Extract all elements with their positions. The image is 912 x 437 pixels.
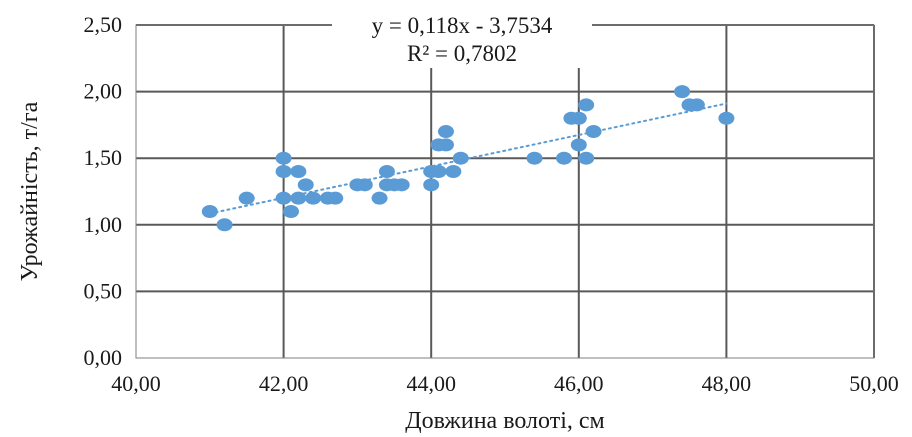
data-point xyxy=(423,178,440,192)
data-point xyxy=(356,178,373,192)
data-point xyxy=(275,165,292,179)
equation-background xyxy=(332,12,592,68)
plot-area-border xyxy=(135,24,875,359)
x-axis-title: Довжина волоті, см xyxy=(405,408,604,434)
y-tick-label: 2,50 xyxy=(84,12,123,37)
data-point xyxy=(452,151,469,165)
data-point xyxy=(290,165,307,179)
x-tick-label: 46,00 xyxy=(554,371,604,396)
data-point xyxy=(216,218,233,232)
data-point xyxy=(290,191,307,205)
x-tick-label: 50,00 xyxy=(849,371,899,396)
grid-lines xyxy=(135,24,875,359)
data-point xyxy=(378,165,395,179)
data-point xyxy=(201,204,218,218)
r-squared-label: R² = 0,7802 xyxy=(407,41,517,66)
x-tick-label: 44,00 xyxy=(406,371,456,396)
data-point xyxy=(297,178,314,192)
data-point xyxy=(585,125,602,139)
data-point xyxy=(570,111,587,125)
x-axis-tick-labels: 40,00 42,00 44,00 46,00 48,00 50,00 xyxy=(111,371,899,396)
data-point xyxy=(282,204,299,218)
trendline-equation: y = 0,118x - 3,7534 xyxy=(372,13,553,38)
x-tick-label: 40,00 xyxy=(111,371,161,396)
data-point xyxy=(238,191,255,205)
x-tick-label: 48,00 xyxy=(702,371,752,396)
data-point xyxy=(430,165,447,179)
y-axis-title: Урожайність, т/га xyxy=(17,101,43,281)
y-tick-label: 0,50 xyxy=(84,278,123,303)
y-tick-label: 0,00 xyxy=(84,345,123,370)
data-point xyxy=(275,191,292,205)
data-point xyxy=(275,151,292,165)
data-point xyxy=(688,98,705,112)
data-point xyxy=(327,191,344,205)
data-point xyxy=(718,111,735,125)
data-point xyxy=(437,138,454,152)
y-tick-label: 1,00 xyxy=(84,212,123,237)
data-point xyxy=(437,125,454,139)
data-point xyxy=(578,98,595,112)
data-point xyxy=(674,85,691,99)
x-tick-label: 42,00 xyxy=(259,371,309,396)
data-point xyxy=(445,165,462,179)
y-tick-label: 2,00 xyxy=(84,79,123,104)
data-point xyxy=(578,151,595,165)
data-point xyxy=(526,151,543,165)
y-axis-tick-labels: 0,00 0,50 1,00 1,50 2,00 2,50 xyxy=(84,12,123,370)
data-point xyxy=(371,191,388,205)
data-point xyxy=(570,138,587,152)
data-point xyxy=(393,178,410,192)
data-points xyxy=(201,85,735,232)
y-tick-label: 1,50 xyxy=(84,145,123,170)
data-point xyxy=(305,191,322,205)
data-point xyxy=(556,151,573,165)
